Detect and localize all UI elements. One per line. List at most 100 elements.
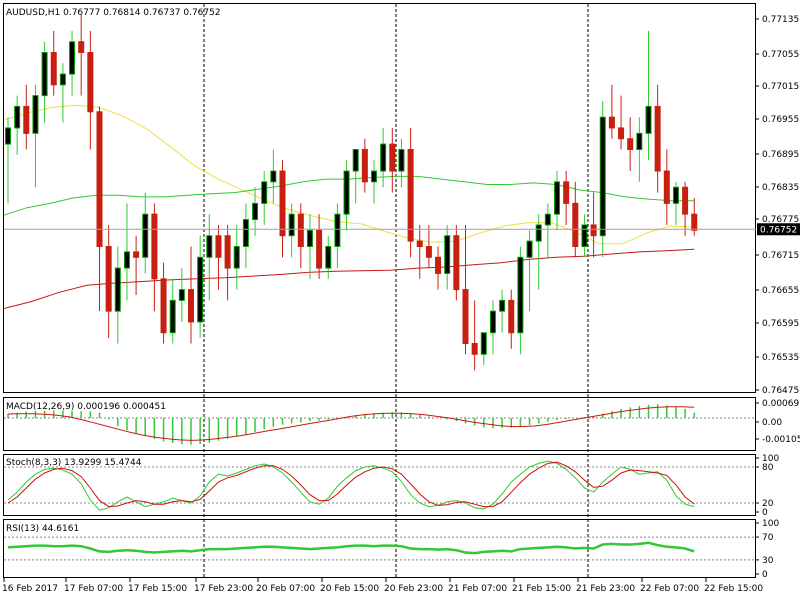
candle <box>636 117 643 182</box>
candle-body <box>581 224 588 247</box>
candle-body <box>682 186 689 215</box>
candle <box>343 160 350 231</box>
candle-body <box>380 143 387 172</box>
candle <box>581 214 588 258</box>
candle <box>96 106 103 312</box>
candle <box>169 278 176 344</box>
candle-body <box>618 127 625 140</box>
candle <box>471 300 478 371</box>
panel-frames <box>3 3 756 578</box>
candle-body <box>352 149 359 172</box>
candle <box>663 149 670 225</box>
candle-body <box>361 149 368 183</box>
candle-body <box>215 235 222 258</box>
candle <box>608 84 615 139</box>
price-tick-label: 0.76835 <box>762 183 799 193</box>
candle-body <box>334 213 341 248</box>
macd-panel-frame <box>3 397 756 451</box>
candle <box>352 149 359 204</box>
candle <box>563 171 570 225</box>
candle-body <box>672 186 679 204</box>
candle-body <box>489 310 496 334</box>
rsi-tick-label: 70 <box>762 533 774 543</box>
candle-body <box>599 116 606 237</box>
candle <box>50 30 57 96</box>
candle <box>435 246 442 290</box>
x-axis-label: 22 Feb 15:00 <box>704 584 763 594</box>
rsi-tick-label: 100 <box>762 519 779 529</box>
candle <box>14 95 21 155</box>
macd-plot <box>7 404 695 445</box>
candle-body <box>105 246 112 312</box>
x-axis-label: 22 Feb 07:00 <box>640 584 699 594</box>
candle <box>508 289 515 349</box>
candle <box>544 203 551 258</box>
macd-signal-line <box>7 406 695 441</box>
candle-body <box>325 246 332 269</box>
candle-body <box>252 202 259 221</box>
candle-body <box>544 213 551 226</box>
stoch-tick-label: 80 <box>762 463 774 473</box>
candle <box>554 171 560 231</box>
stoch-tick-label: 0 <box>762 508 768 518</box>
candle <box>645 30 652 161</box>
candle <box>178 268 185 322</box>
macd-tick-label: -0.001055 <box>762 435 800 445</box>
candle <box>535 214 542 290</box>
x-axis-label: 20 Feb 07:00 <box>256 584 315 594</box>
candle <box>142 192 149 274</box>
candle <box>590 192 597 258</box>
x-axis-label: 21 Feb 23:00 <box>576 584 635 594</box>
candle-body <box>453 235 460 291</box>
candle <box>87 30 94 150</box>
candle-body <box>87 52 94 113</box>
candle <box>160 262 167 344</box>
candle <box>572 181 579 258</box>
candle-body <box>297 213 304 248</box>
candle-body <box>590 224 597 237</box>
candle-body <box>32 95 39 134</box>
x-axis-label: 21 Feb 15:00 <box>512 584 571 594</box>
candle-body <box>5 127 11 145</box>
candle-body <box>206 235 213 258</box>
price-tick-label: 0.77135 <box>762 15 799 25</box>
candle-body <box>663 170 670 204</box>
candle-body <box>416 240 423 248</box>
candle-body <box>69 41 76 75</box>
candle-body <box>389 143 396 172</box>
candle <box>618 95 625 150</box>
rsi-tick-label: 0 <box>762 570 768 580</box>
candle <box>133 235 140 295</box>
price-tick-label: 0.77015 <box>762 82 799 92</box>
candle <box>197 235 204 339</box>
candle-body <box>169 299 176 334</box>
candle-body <box>471 343 478 355</box>
stoch-signal-line <box>7 461 695 508</box>
candle-body <box>151 213 158 280</box>
candle <box>69 30 76 96</box>
candle <box>517 246 524 355</box>
candle-body <box>407 149 414 242</box>
symbol-header: AUDUSD,H1 0.76777 0.76814 0.76737 0.7675… <box>6 8 221 18</box>
stoch-panel-frame <box>3 454 756 516</box>
rsi-tick-label: 30 <box>762 556 774 566</box>
candle <box>672 181 679 225</box>
candle-body <box>535 224 542 242</box>
stoch-main-line <box>7 460 695 511</box>
candle-body <box>242 219 249 248</box>
price-tick-label: 0.76475 <box>762 386 799 396</box>
macd-tick-label: 0.00 <box>762 418 782 428</box>
candle-body <box>499 299 506 312</box>
candle-body <box>306 229 313 247</box>
candle <box>297 203 304 269</box>
candle-body <box>78 41 85 53</box>
candle <box>306 214 313 279</box>
stochastic-plot <box>7 460 695 511</box>
x-axis-labels: 16 Feb 2017 17 Feb 07:00 17 Feb 15:00 17 Fe… <box>2 577 763 594</box>
candle-body <box>96 111 103 248</box>
candle <box>23 84 30 150</box>
candle <box>462 224 469 355</box>
vertical-gridlines <box>203 4 589 577</box>
candle <box>627 117 634 172</box>
price-tick-label: 0.76955 <box>762 115 799 125</box>
